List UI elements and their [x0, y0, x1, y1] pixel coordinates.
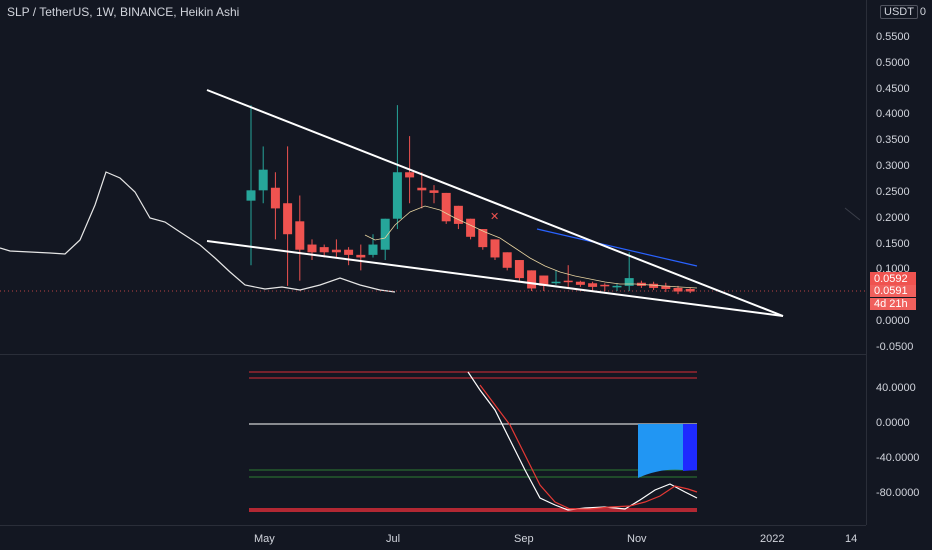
candle-body: [563, 280, 573, 283]
candle-body: [368, 244, 378, 255]
comparison-line-right: [844, 207, 861, 221]
candle-body: [295, 221, 305, 250]
time-tick-label: Nov: [627, 533, 647, 545]
candle-body: [441, 192, 451, 222]
candle-body: [575, 281, 585, 285]
candle-body: [344, 249, 354, 255]
candle-body: [551, 281, 561, 284]
price-tick-label: -0.0500: [876, 340, 914, 353]
upper-wedge-trendline: [206, 89, 784, 317]
candle-body: [478, 229, 488, 248]
candle-body: [490, 239, 500, 258]
candle-body: [527, 270, 537, 289]
pane-separator[interactable]: [0, 354, 866, 355]
candle-body: [331, 249, 341, 253]
candle-body: [514, 260, 524, 279]
candle-body: [466, 218, 476, 237]
candle-body: [392, 172, 402, 219]
comparison-line: [0, 171, 396, 293]
candle-body: [661, 285, 671, 289]
price-tick-label: 0.4500: [876, 82, 910, 95]
candle-body: [270, 187, 280, 209]
price-tick-label: 0.2000: [876, 211, 910, 224]
candle-body: [356, 254, 366, 258]
candle-body: [380, 218, 390, 250]
candle-body: [539, 275, 549, 286]
candle-body: [673, 287, 683, 292]
time-tick-label: Jul: [386, 533, 401, 545]
price-tick-label: 0.5000: [876, 56, 910, 69]
candle-body: [453, 205, 463, 224]
candle-body: [258, 169, 268, 191]
price-axis[interactable]: 0: [866, 0, 932, 525]
candle-body: [417, 187, 427, 191]
time-tick-label: May: [254, 533, 275, 545]
price-tick-top: 0: [919, 6, 926, 18]
price-tick-label: 0.3000: [876, 160, 910, 173]
oscillator-red-line: [479, 384, 698, 510]
moving-average-line: [364, 205, 698, 289]
candle-body: [307, 244, 317, 253]
candle-body: [612, 285, 622, 288]
price-tick-label: 0.3500: [876, 134, 910, 147]
price-tick-label: 0.1500: [876, 237, 910, 250]
candle-body: [624, 278, 634, 286]
candle-body: [600, 284, 610, 287]
candle-body: [283, 203, 293, 235]
time-tick-label: Sep: [514, 533, 534, 545]
indicator-tick-label: 0.0000: [876, 417, 910, 429]
histogram-dark-blue: [683, 424, 697, 471]
candle-body: [502, 252, 512, 268]
indicator-tick-label: 40.0000: [876, 382, 916, 394]
candle-body: [246, 190, 256, 201]
close-price-label: 0.0591: [870, 285, 916, 297]
price-tick-label: 0.0000: [876, 315, 910, 327]
histogram-light-blue: [638, 424, 683, 478]
indicator-tick-label: -40.0000: [876, 452, 920, 464]
indicator-tick-label: -80.0000: [876, 487, 920, 499]
oversold-band: [249, 508, 697, 512]
time-tick-label: 14: [845, 533, 858, 545]
cross-marker: ✕: [490, 211, 499, 223]
candle-body: [405, 172, 415, 178]
last-price-label: 0.0592: [870, 272, 916, 286]
price-tick-label: 0.4000: [876, 108, 910, 121]
lower-wedge-trendline: [206, 240, 784, 317]
currency-button[interactable]: USDT: [880, 5, 918, 19]
price-tick-label: 0.5500: [876, 31, 910, 43]
bar-countdown-label: 4d 21h: [870, 298, 916, 310]
candle-body: [319, 247, 329, 253]
time-tick-label: 2022: [760, 533, 785, 545]
price-tick-label: 0.2500: [876, 185, 910, 198]
blue-trendline: [536, 228, 698, 267]
time-axis-line: [0, 525, 866, 526]
candle-body: [588, 283, 598, 287]
candle-body: [649, 283, 659, 288]
symbol-title[interactable]: SLP / TetherUS, 1W, BINANCE, Heikin Ashi: [7, 5, 240, 19]
candle-body: [685, 288, 695, 292]
candle-body: [429, 190, 439, 193]
